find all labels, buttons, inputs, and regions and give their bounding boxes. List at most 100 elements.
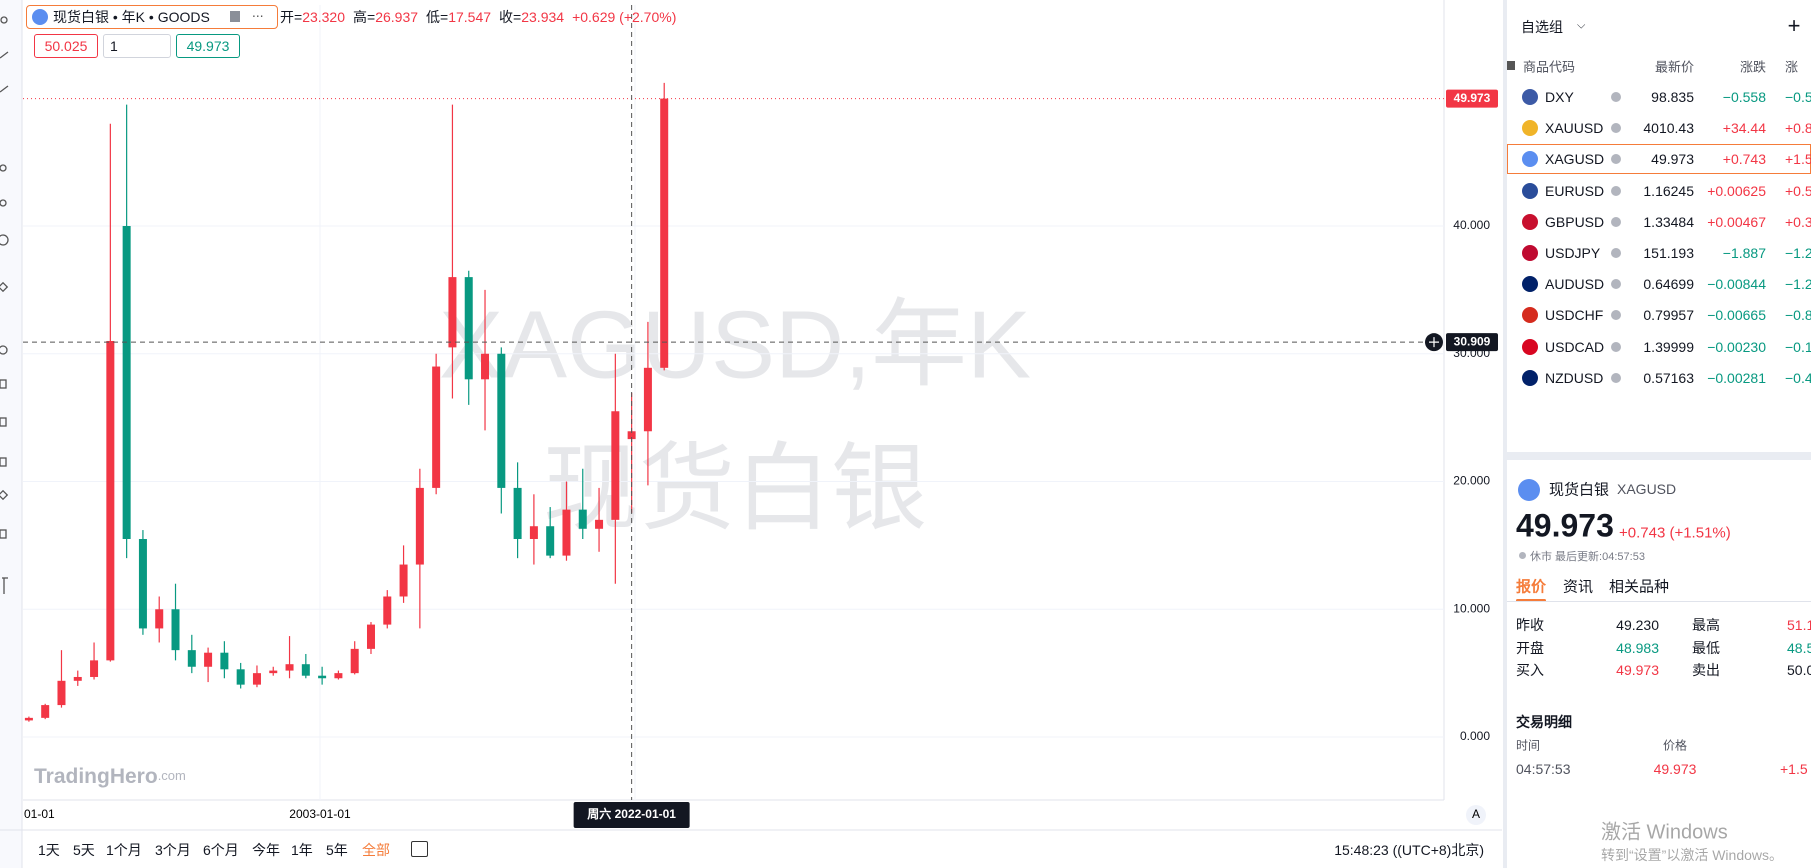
- crosshair-x-label: 周六 2022-01-01: [587, 806, 676, 821]
- candle-body: [73, 676, 82, 681]
- detail-icon: [1518, 479, 1540, 501]
- row-change: −0.00844: [1707, 276, 1766, 293]
- symbol-flag: [1522, 89, 1538, 105]
- auto-scale-button[interactable]: [1466, 805, 1486, 825]
- detail-code: XAGUSD: [1617, 481, 1677, 497]
- y-tick-label: 10.000: [1453, 601, 1490, 615]
- chart: XAGUSD,年K现货白银0.00010.00020.00030.00040.0…: [0, 0, 1502, 868]
- ask-box[interactable]: [34, 34, 98, 58]
- row-price: 0.64699: [1643, 276, 1694, 293]
- row-change: +0.00467: [1707, 213, 1766, 230]
- tool-icon: [0, 199, 7, 207]
- last-price-tag: [1446, 89, 1498, 108]
- candle-body: [252, 673, 261, 685]
- status-dot: [1611, 372, 1621, 383]
- column-header: 涨跌: [1739, 59, 1766, 75]
- row-change: −1.887: [1722, 245, 1766, 261]
- row-symbol[interactable]: USDCHF: [1545, 307, 1604, 324]
- candle-body: [187, 650, 196, 667]
- row-symbol[interactable]: USDCAD: [1545, 338, 1605, 355]
- range-button[interactable]: 今年: [252, 842, 280, 858]
- branding-name: TradingHero: [34, 765, 158, 788]
- range-button[interactable]: 1天: [38, 842, 60, 858]
- range-button[interactable]: 5年: [326, 842, 348, 858]
- candle-body: [611, 411, 620, 520]
- crosshair-add-icon: [1429, 337, 1439, 348]
- range-button[interactable]: 全部: [362, 842, 390, 858]
- y-tick-label: 20.000: [1453, 474, 1490, 488]
- row-symbol[interactable]: NZDUSD: [1545, 369, 1604, 386]
- quantity-input[interactable]: [103, 34, 171, 58]
- row-change-pct: +0.3: [1785, 213, 1811, 230]
- row-change: −0.00230: [1707, 338, 1766, 355]
- row-symbol[interactable]: XAGUSD: [1545, 151, 1605, 168]
- symbol-flag: [1522, 276, 1538, 293]
- y-tick-label: 0.000: [1460, 729, 1490, 743]
- quantity-value: 1: [110, 38, 118, 54]
- tool-icon: [0, 489, 9, 501]
- branding-domain: .com: [158, 768, 186, 783]
- stat-label: 买入: [1516, 662, 1544, 678]
- crosshair-y-label: 30.909: [1454, 334, 1491, 348]
- watermark: XAGUSD,年K: [439, 291, 1031, 398]
- symbol-flag: [1522, 245, 1538, 261]
- tool-icon: [0, 234, 9, 246]
- row-change-pct: −0.5: [1785, 89, 1811, 105]
- branding: TradingHero.com: [34, 765, 186, 788]
- legend-change: +0.629 (+2.70%): [572, 9, 677, 25]
- candle-body: [415, 487, 424, 565]
- tool-icon: [0, 16, 8, 24]
- range-button[interactable]: 5天: [73, 842, 95, 858]
- row-symbol[interactable]: DXY: [1545, 89, 1574, 105]
- row-symbol[interactable]: USDJPY: [1545, 245, 1601, 261]
- clock: 15:48:23 ((UTC+8)北京): [1334, 842, 1484, 858]
- symbol-icon: [32, 9, 48, 25]
- range-button[interactable]: 1年: [291, 842, 313, 858]
- row-change-pct: −1.2: [1785, 245, 1811, 261]
- candle-body: [220, 652, 229, 670]
- candle-body: [660, 98, 669, 368]
- row-symbol[interactable]: GBPUSD: [1545, 213, 1605, 230]
- windows-notice-text: 转到“设置”以激活 Windows。: [1601, 847, 1784, 863]
- detail-tab[interactable]: 相关品种: [1609, 578, 1670, 596]
- row-change: −0.558: [1722, 89, 1766, 105]
- row-change-pct: +1.5: [1785, 151, 1811, 168]
- row-symbol[interactable]: XAUUSD: [1545, 120, 1604, 137]
- row-price: 1.39999: [1643, 338, 1694, 355]
- tool-icon: [0, 529, 7, 539]
- status-dot: [1611, 154, 1621, 165]
- candle-body: [138, 539, 147, 629]
- detail-tab[interactable]: 资讯: [1563, 578, 1594, 596]
- candle-body: [399, 564, 408, 597]
- row-change-pct: +0.8: [1785, 120, 1811, 137]
- date-range-icon[interactable]: [411, 841, 428, 857]
- symbol-flag: [1522, 213, 1538, 230]
- range-button[interactable]: 3个月: [155, 842, 191, 858]
- stat-label: 卖出: [1692, 662, 1720, 678]
- symbol-flag: [1522, 120, 1538, 137]
- watchlist-title[interactable]: 自选组: [1521, 19, 1563, 35]
- legend-low-label: 低=: [426, 9, 449, 25]
- stat-value: 49.973: [1616, 662, 1659, 678]
- trade-change: +1.5: [1780, 761, 1808, 777]
- row-change: +34.44: [1722, 120, 1766, 137]
- candle-body: [334, 673, 343, 679]
- add-button[interactable]: +: [1787, 13, 1801, 38]
- row-symbol[interactable]: AUDUSD: [1545, 276, 1605, 293]
- y-tick-label: 40.000: [1453, 218, 1490, 232]
- detail-tab[interactable]: 报价: [1516, 578, 1547, 596]
- candle-body: [562, 509, 571, 556]
- row-price: 0.57163: [1643, 369, 1694, 386]
- range-button[interactable]: 6个月: [203, 842, 239, 858]
- candle-body: [318, 675, 327, 679]
- row-symbol[interactable]: EURUSD: [1545, 182, 1605, 199]
- more-icon[interactable]: ∙∙∙: [252, 7, 264, 23]
- range-button[interactable]: 1个月: [106, 842, 142, 858]
- candle-body: [464, 277, 473, 380]
- x-tick-label: 2003-01-01: [289, 807, 351, 821]
- row-price: 4010.43: [1643, 120, 1694, 137]
- watermark: 现货白银: [543, 435, 927, 542]
- bid-box[interactable]: [176, 34, 240, 58]
- x-tick-label: 01-01: [24, 807, 55, 821]
